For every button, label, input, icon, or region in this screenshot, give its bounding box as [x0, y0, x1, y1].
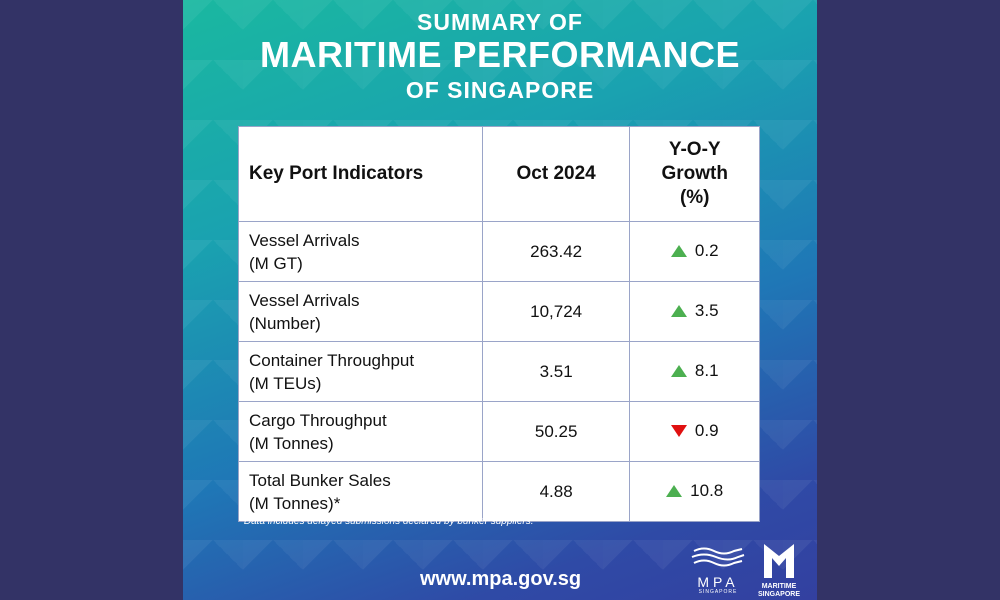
- mpa-logo-sub: SINGAPORE: [698, 589, 738, 595]
- mpa-logo: MPA SINGAPORE: [690, 546, 746, 595]
- table-header-row: Key Port Indicators Oct 2024 Y-O-Y Growt…: [238, 126, 760, 222]
- indicator-unit: (M Tonnes): [249, 433, 334, 453]
- indicator-unit: (M Tonnes)*: [249, 493, 341, 513]
- growth-cell: 8.1: [629, 341, 760, 402]
- growth-value: 0.2: [694, 241, 719, 260]
- header-growth-line-2: Growth: [661, 163, 728, 184]
- header-growth: Y-O-Y Growth (%): [629, 126, 760, 222]
- indicator-cell: Vessel Arrivals (M GT): [238, 221, 483, 282]
- footnote: *Data includes delayed submissions decla…: [240, 516, 534, 527]
- table-row: Container Throughput (M TEUs) 3.51 8.1: [238, 341, 760, 402]
- wave-logo-icon: [691, 547, 745, 567]
- growth-value: 8.1: [694, 361, 719, 380]
- table-row: Vessel Arrivals (M GT) 263.42 0.2: [238, 221, 760, 282]
- title-line-1: SUMMARY OF: [417, 9, 583, 35]
- value-cell: 3.51: [481, 341, 631, 402]
- header-growth-line-3: (%): [679, 187, 710, 208]
- maritime-singapore-logo: MARITIME SINGAPORE: [754, 544, 804, 599]
- mpa-logo-name: MPA: [697, 574, 739, 590]
- value-cell: 10,724: [481, 281, 631, 342]
- growth-cell: 0.9: [629, 401, 760, 462]
- indicator-unit: (Number): [249, 313, 321, 333]
- value-cell: 4.88: [481, 461, 631, 522]
- growth-value: 10.8: [690, 481, 724, 500]
- growth-cell: 0.2: [629, 221, 760, 282]
- indicator-cell: Container Throughput (M TEUs): [238, 341, 483, 402]
- indicator-cell: Vessel Arrivals (Number): [238, 281, 483, 342]
- ms-logo-line-2: SINGAPORE: [757, 591, 800, 598]
- indicator-unit: (M TEUs): [249, 373, 322, 393]
- value-cell: 263.42: [481, 221, 631, 282]
- header-growth-line-1: Y-O-Y: [668, 139, 721, 160]
- ms-logo-line-1: MARITIME: [761, 583, 797, 590]
- header-indicator: Key Port Indicators: [238, 126, 483, 222]
- growth-value: 0.9: [694, 421, 719, 440]
- up-triangle-icon: [670, 305, 687, 317]
- table-row: Cargo Throughput (M Tonnes) 50.25 0.9: [238, 401, 760, 462]
- title-line-2: MARITIME PERFORMANCE: [260, 34, 740, 75]
- up-triangle-icon: [670, 365, 687, 377]
- indicator-label: Vessel Arrivals: [249, 290, 360, 310]
- growth-cell: 10.8: [629, 461, 760, 522]
- down-triangle-icon: [670, 425, 687, 437]
- table-row: Total Bunker Sales (M Tonnes)* 4.88 10.8: [238, 461, 760, 522]
- value-cell: 50.25: [481, 401, 631, 462]
- indicator-label: Total Bunker Sales: [249, 470, 391, 490]
- table-row: Vessel Arrivals (Number) 10,724 3.5: [238, 281, 760, 342]
- m-logo-icon: [764, 544, 794, 578]
- indicator-cell: Total Bunker Sales (M Tonnes)*: [238, 461, 483, 522]
- indicator-label: Cargo Throughput: [249, 410, 387, 430]
- growth-value: 3.5: [694, 301, 719, 320]
- up-triangle-icon: [670, 245, 687, 257]
- growth-cell: 3.5: [629, 281, 760, 342]
- header-period: Oct 2024: [481, 126, 631, 222]
- indicator-cell: Cargo Throughput (M Tonnes): [238, 401, 483, 462]
- indicator-unit: (M GT): [249, 253, 303, 273]
- indicator-label: Vessel Arrivals: [249, 230, 360, 250]
- up-triangle-icon: [666, 485, 683, 497]
- port-indicators-table: Key Port Indicators Oct 2024 Y-O-Y Growt…: [238, 126, 760, 522]
- title-line-3: OF SINGAPORE: [405, 77, 595, 103]
- website-url: www.mpa.gov.sg: [420, 568, 582, 590]
- indicator-label: Container Throughput: [249, 350, 415, 370]
